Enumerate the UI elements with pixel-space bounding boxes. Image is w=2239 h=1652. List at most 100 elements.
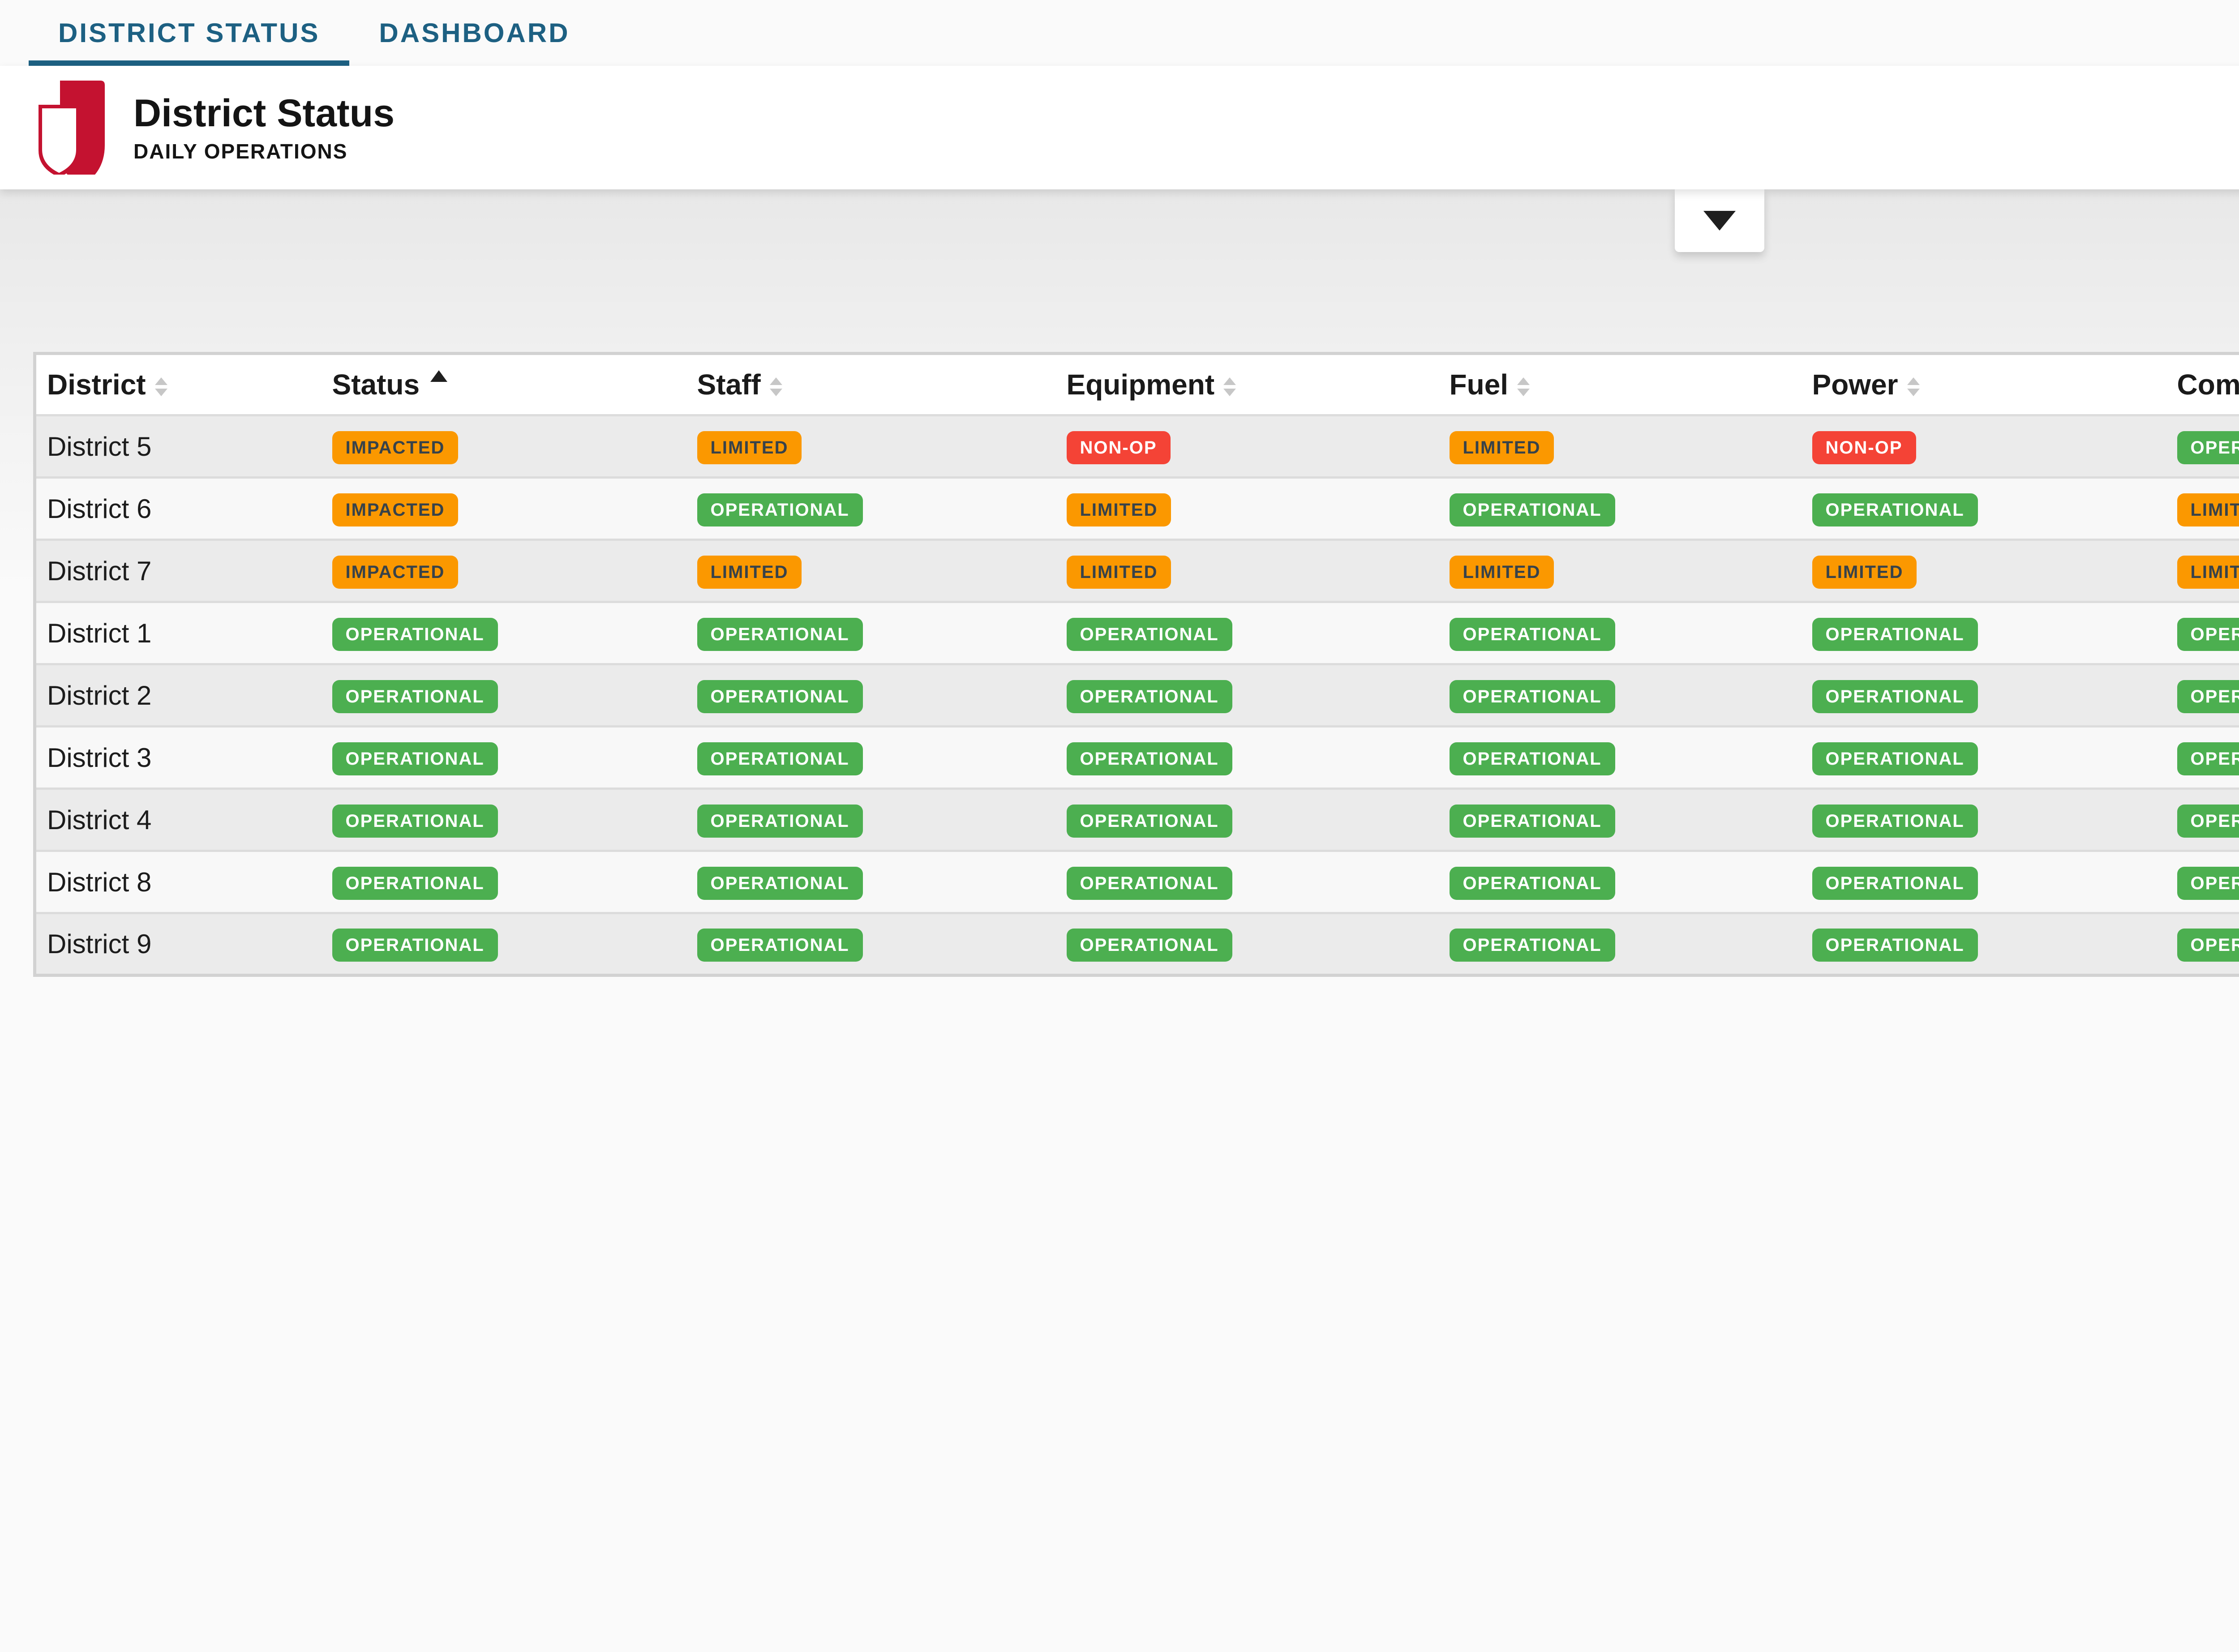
column-header-power[interactable]: Power: [1801, 353, 2166, 415]
status-cell: IMPACTED: [321, 539, 686, 602]
staff-cell: OPERATIONAL: [686, 476, 1056, 540]
status-cell: OPERATIONAL: [321, 850, 686, 913]
staff-cell: OPERATIONAL: [686, 787, 1056, 851]
fuel-cell: OPERATIONAL: [1438, 663, 1801, 727]
column-header-label: Communications: [2177, 368, 2239, 401]
sort-down-icon: [154, 389, 167, 397]
status-cell: IMPACTED: [321, 414, 686, 478]
fuel-cell: OPERATIONAL: [1438, 850, 1801, 913]
district-cell: District 9: [34, 912, 322, 976]
staff-status-badge: OPERATIONAL: [697, 866, 863, 900]
communications-status-badge: OPERATIONAL: [2177, 866, 2239, 900]
table-header-row: District Status Staff Equipment Fuel Power Com…: [34, 353, 2239, 415]
communications-cell: OPERATIONAL: [2166, 725, 2239, 789]
table-row: District 7 IMPACTED LIMITED LIMITED LIMITED L…: [34, 539, 2239, 602]
collapse-panel-handle[interactable]: [1675, 189, 1764, 252]
district-name: District 8: [47, 867, 152, 897]
fuel-status-badge: LIMITED: [1449, 555, 1554, 589]
fuel-cell: OPERATIONAL: [1438, 912, 1801, 976]
power-cell: OPERATIONAL: [1801, 787, 2166, 851]
table-row: District 6 IMPACTED OPERATIONAL LIMITED OPER…: [34, 476, 2239, 540]
column-header-district[interactable]: District: [34, 353, 322, 415]
communications-cell: OPERATIONAL: [2166, 601, 2239, 664]
status-status-badge: IMPACTED: [332, 493, 459, 526]
communications-status-badge: LIMITED: [2177, 555, 2239, 589]
power-cell: OPERATIONAL: [1801, 850, 2166, 913]
district-status-table: District Status Staff Equipment Fuel Power Com…: [33, 352, 2239, 977]
district-cell: District 6: [34, 476, 322, 540]
column-header-equipment[interactable]: Equipment: [1055, 353, 1439, 415]
column-header-label: Equipment: [1066, 368, 1215, 401]
tab-label: DISTRICT STATUS: [58, 18, 320, 48]
power-cell: LIMITED: [1801, 539, 2166, 602]
communications-status-badge: OPERATIONAL: [2177, 617, 2239, 651]
power-status-badge: OPERATIONAL: [1812, 493, 1978, 526]
column-header-staff[interactable]: Staff: [686, 353, 1056, 415]
staff-status-badge: OPERATIONAL: [697, 493, 863, 526]
status-cell: OPERATIONAL: [321, 912, 686, 976]
fuel-cell: OPERATIONAL: [1438, 476, 1801, 540]
status-status-badge: OPERATIONAL: [332, 742, 498, 775]
fuel-cell: OPERATIONAL: [1438, 787, 1801, 851]
fuel-status-badge: OPERATIONAL: [1449, 929, 1615, 962]
caret-down-icon: [1703, 211, 1736, 231]
power-cell: OPERATIONAL: [1801, 601, 2166, 664]
communications-cell: OPERATIONAL: [2166, 850, 2239, 913]
district-name: District 6: [47, 493, 152, 524]
power-cell: OPERATIONAL: [1801, 912, 2166, 976]
table-row: District 4 OPERATIONAL OPERATIONAL OPERATIO…: [34, 787, 2239, 851]
power-status-badge: OPERATIONAL: [1812, 617, 1978, 651]
equipment-status-badge: OPERATIONAL: [1066, 742, 1232, 775]
table-row: District 1 OPERATIONAL OPERATIONAL OPERATIO…: [34, 601, 2239, 664]
power-status-badge: OPERATIONAL: [1812, 742, 1978, 775]
fuel-cell: OPERATIONAL: [1438, 601, 1801, 664]
power-status-badge: OPERATIONAL: [1812, 804, 1978, 838]
page-header: District Status DAILY OPERATIONS FILTER/…: [0, 66, 2239, 189]
status-summary-row: 0CLOSED3IMPACTED6OPERATIONAL: [0, 189, 2239, 332]
equipment-status-badge: OPERATIONAL: [1066, 617, 1232, 651]
staff-status-badge: OPERATIONAL: [697, 680, 863, 713]
district-name: District 3: [47, 742, 152, 773]
status-cell: OPERATIONAL: [321, 787, 686, 851]
district-cell: District 7: [34, 539, 322, 602]
tab-label: DASHBOARD: [379, 18, 570, 48]
status-status-badge: OPERATIONAL: [332, 804, 498, 838]
power-cell: OPERATIONAL: [1801, 663, 2166, 727]
district-table-wrap: District Status Staff Equipment Fuel Power Com…: [33, 352, 2239, 977]
status-cell: OPERATIONAL: [321, 725, 686, 789]
status-status-badge: OPERATIONAL: [332, 617, 498, 651]
status-status-badge: OPERATIONAL: [332, 866, 498, 900]
communications-cell: LIMITED: [2166, 539, 2239, 602]
staff-cell: LIMITED: [686, 414, 1056, 478]
district-cell: District 4: [34, 787, 322, 851]
staff-status-badge: OPERATIONAL: [697, 804, 863, 838]
table-row: District 5 IMPACTED LIMITED NON-OP LIMITED NO…: [34, 414, 2239, 478]
table-row: District 3 OPERATIONAL OPERATIONAL OPERATIO…: [34, 725, 2239, 789]
staff-status-badge: LIMITED: [697, 431, 802, 464]
sort-icons: [1907, 377, 1920, 397]
equipment-status-badge: OPERATIONAL: [1066, 804, 1232, 838]
column-header-label: District: [47, 368, 146, 401]
sort-down-icon: [769, 389, 782, 397]
district-cell: District 2: [34, 663, 322, 727]
staff-cell: OPERATIONAL: [686, 601, 1056, 664]
header-titles: District Status DAILY OPERATIONS: [133, 92, 395, 163]
sort-up-icon: [769, 377, 782, 385]
district-name: District 1: [47, 618, 152, 648]
equipment-cell: OPERATIONAL: [1055, 601, 1439, 664]
fuel-status-badge: OPERATIONAL: [1449, 493, 1615, 526]
sort-icons: [769, 377, 782, 397]
column-header-status[interactable]: Status: [321, 353, 686, 415]
sort-up-icon: [154, 377, 167, 385]
fuel-status-badge: OPERATIONAL: [1449, 680, 1615, 713]
staff-status-badge: OPERATIONAL: [697, 929, 863, 962]
tab-district-status[interactable]: DISTRICT STATUS: [29, 0, 350, 66]
equipment-status-badge: OPERATIONAL: [1066, 866, 1232, 900]
power-cell: OPERATIONAL: [1801, 725, 2166, 789]
tab-dashboard[interactable]: DASHBOARD: [349, 0, 599, 66]
column-header-fuel[interactable]: Fuel: [1438, 353, 1801, 415]
fuel-cell: LIMITED: [1438, 539, 1801, 602]
column-header-communications[interactable]: Communications: [2166, 353, 2239, 415]
communications-status-badge: OPERATIONAL: [2177, 680, 2239, 713]
power-status-badge: OPERATIONAL: [1812, 680, 1978, 713]
